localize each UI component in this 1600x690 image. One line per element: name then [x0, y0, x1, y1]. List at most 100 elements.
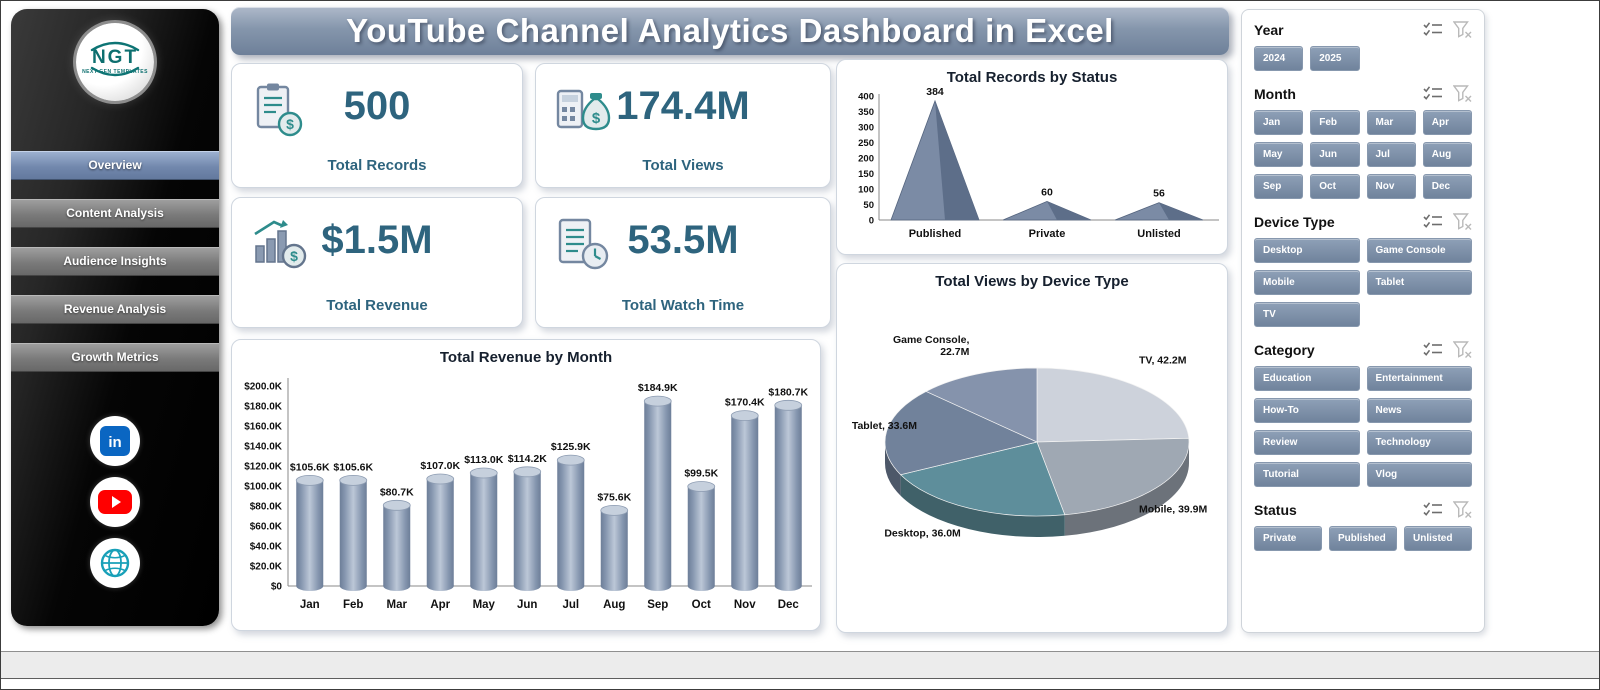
sidebar-item-overview[interactable]: Overview	[11, 151, 219, 180]
slicer-option-sep[interactable]: Sep	[1254, 174, 1304, 199]
revenue-by-month-chart: Total Revenue by Month $0 $20.0K $40.0K $60…	[231, 339, 821, 631]
slicer-option-news[interactable]: News	[1366, 398, 1472, 423]
svg-text:$160.0K: $160.0K	[244, 422, 283, 433]
sidebar-item-growth-metrics[interactable]: Growth Metrics	[11, 343, 219, 372]
pie-slice-desktop	[899, 441, 1066, 517]
slicer-option-2024[interactable]: 2024	[1254, 46, 1304, 71]
clear-filter-icon[interactable]	[1453, 21, 1472, 38]
multi-select-icon[interactable]	[1422, 21, 1443, 38]
slicer-option-vlog[interactable]: Vlog	[1366, 462, 1472, 487]
svg-text:200: 200	[858, 154, 874, 165]
clear-filter-icon[interactable]	[1453, 213, 1472, 230]
slicer-option-mar[interactable]: Mar	[1366, 110, 1416, 135]
slicer-option-jun[interactable]: Jun	[1310, 142, 1360, 167]
slicer-option-how-to[interactable]: How-To	[1254, 398, 1360, 423]
slicer-option-jul[interactable]: Jul	[1366, 142, 1416, 167]
clear-filter-icon[interactable]	[1453, 85, 1472, 102]
logo-subtext: NEXT GEN TEMPLATES	[82, 69, 148, 75]
revenue-bar-jan: $105.6K Jan	[290, 461, 330, 611]
clear-filter-icon[interactable]	[1453, 501, 1472, 518]
slicer-option-nov[interactable]: Nov	[1366, 174, 1416, 199]
svg-text:$105.6K: $105.6K	[290, 461, 330, 473]
views-by-device-pie-svg: TV, 42.2M Mobile, 39.9M Desktop, 36.0M Tabl…	[852, 334, 1208, 540]
svg-text:Dec: Dec	[778, 599, 800, 611]
website-globe-icon[interactable]	[90, 538, 140, 588]
svg-text:Desktop, 36.0M: Desktop, 36.0M	[884, 528, 961, 540]
multi-select-icon[interactable]	[1422, 213, 1443, 230]
slicer-option-mobile[interactable]: Mobile	[1254, 270, 1360, 295]
slicer-option-feb[interactable]: Feb	[1310, 110, 1360, 135]
revenue-bar-feb: $105.6K Feb	[333, 461, 373, 611]
clear-filter-icon[interactable]	[1453, 341, 1472, 358]
revenue-bar-mar: $80.7K Mar	[380, 486, 414, 611]
sidebar-item-revenue-analysis[interactable]: Revenue Analysis	[11, 295, 219, 324]
slicer-option-unlisted[interactable]: Unlisted	[1404, 526, 1472, 551]
slicer-option-2025[interactable]: 2025	[1310, 46, 1360, 71]
kpi-value-total-records: 500	[343, 84, 411, 128]
revenue-bar-dec: $180.7K Dec	[768, 386, 808, 611]
slicer-option-desktop[interactable]: Desktop	[1254, 238, 1360, 263]
social-links: in	[90, 416, 140, 588]
svg-text:$170.4K: $170.4K	[725, 397, 765, 409]
svg-text:$140.0K: $140.0K	[244, 442, 283, 453]
status-peak-unlisted: 56 Unlisted	[1114, 188, 1204, 240]
slicer-option-technology[interactable]: Technology	[1366, 430, 1472, 455]
slicer-option-tv[interactable]: TV	[1254, 302, 1360, 327]
svg-text:Published: Published	[909, 228, 962, 240]
kpi-value-total-watch-time: 53.5M	[627, 218, 739, 262]
revenue-bar-aug: $75.6K Aug	[597, 491, 631, 611]
slicer-title-category: Category	[1254, 341, 1315, 358]
svg-text:$107.0K: $107.0K	[420, 460, 460, 472]
svg-text:50: 50	[863, 200, 874, 211]
status-peak-private: 60 Private	[1002, 186, 1092, 240]
slicer-option-entertainment[interactable]: Entertainment	[1366, 366, 1472, 391]
svg-text:$99.5K: $99.5K	[684, 468, 718, 480]
svg-text:$200.0K: $200.0K	[244, 382, 283, 393]
multi-select-icon[interactable]	[1422, 85, 1443, 102]
svg-text:Mobile, 39.9M: Mobile, 39.9M	[1139, 504, 1208, 516]
slicer-option-oct[interactable]: Oct	[1310, 174, 1360, 199]
svg-text:Oct: Oct	[692, 599, 711, 611]
svg-text:100: 100	[858, 185, 874, 196]
slicer-year: Year 2024 2025	[1254, 21, 1472, 71]
svg-text:Aug: Aug	[603, 599, 625, 611]
slicer-option-education[interactable]: Education	[1254, 366, 1360, 391]
slicer-option-review[interactable]: Review	[1254, 430, 1360, 455]
watch-time-clock-icon	[554, 216, 612, 277]
slicer-option-may[interactable]: May	[1254, 142, 1304, 167]
slicer-option-published[interactable]: Published	[1329, 526, 1397, 551]
pie-slice-tablet	[884, 391, 1039, 476]
multi-select-icon[interactable]	[1422, 501, 1443, 518]
slicer-option-tablet[interactable]: Tablet	[1366, 270, 1472, 295]
slicer-option-tutorial[interactable]: Tutorial	[1254, 462, 1360, 487]
slicer-option-private[interactable]: Private	[1254, 526, 1322, 551]
footer-strip	[1, 651, 1599, 679]
svg-text:$80.0K: $80.0K	[250, 502, 283, 513]
svg-text:384: 384	[926, 86, 944, 98]
pie-labels: TV, 42.2M Mobile, 39.9M Desktop, 36.0M Tabl…	[852, 334, 1208, 540]
slicer-month: Month Jan Feb Mar Apr May Jun Jul Aug Sep Oct Nov De…	[1254, 85, 1472, 199]
kpi-card-total-revenue: $ $1.5M Total Revenue	[231, 197, 523, 328]
revenue-bar-apr: $107.0K Apr	[420, 460, 460, 611]
slicer-option-jan[interactable]: Jan	[1254, 110, 1304, 135]
sidebar-item-audience-insights[interactable]: Audience Insights	[11, 247, 219, 276]
slicer-option-game-console[interactable]: Game Console	[1366, 238, 1472, 263]
svg-text:Sep: Sep	[647, 599, 668, 611]
sidebar-item-content-analysis[interactable]: Content Analysis	[11, 199, 219, 228]
slicer-option-apr[interactable]: Apr	[1422, 110, 1472, 135]
linkedin-icon[interactable]: in	[90, 416, 140, 466]
slicer-option-aug[interactable]: Aug	[1422, 142, 1472, 167]
kpi-value-total-views: 174.4M	[616, 84, 750, 128]
svg-text:TV, 42.2M: TV, 42.2M	[1139, 355, 1187, 367]
svg-text:Private: Private	[1029, 228, 1066, 240]
multi-select-icon[interactable]	[1422, 341, 1443, 358]
page-title: YouTube Channel Analytics Dashboard in E…	[231, 7, 1229, 55]
svg-text:$40.0K: $40.0K	[250, 542, 283, 553]
slicer-panel: Year 2024 2025 Month Jan Feb Mar Apr May Jun Jul Au…	[1241, 9, 1485, 633]
svg-text:$0: $0	[271, 582, 283, 593]
youtube-icon[interactable]	[90, 477, 140, 527]
slicer-option-dec[interactable]: Dec	[1422, 174, 1472, 199]
svg-text:$20.0K: $20.0K	[250, 562, 283, 573]
kpi-label-total-records: Total Records	[327, 157, 427, 174]
